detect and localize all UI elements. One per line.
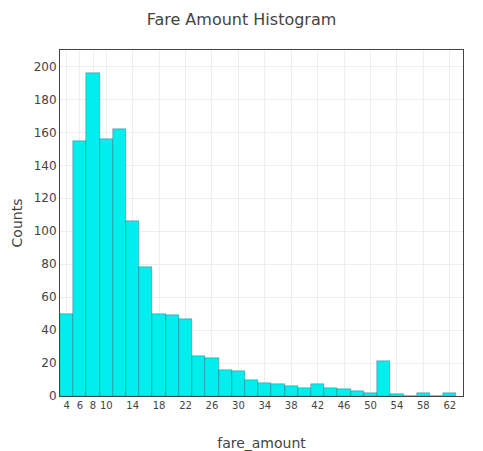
svg-text:4: 4 [63, 400, 69, 411]
svg-text:0: 0 [49, 389, 57, 403]
svg-text:Fare Amount Histogram: Fare Amount Histogram [147, 10, 337, 29]
svg-text:160: 160 [34, 126, 57, 140]
svg-text:Counts: Counts [9, 199, 25, 248]
svg-text:120: 120 [34, 191, 57, 205]
svg-text:10: 10 [100, 400, 113, 411]
svg-text:62: 62 [443, 400, 456, 411]
svg-text:42: 42 [311, 400, 324, 411]
svg-text:40: 40 [41, 323, 56, 337]
svg-text:58: 58 [417, 400, 430, 411]
svg-text:18: 18 [153, 400, 166, 411]
svg-text:50: 50 [364, 400, 377, 411]
svg-text:20: 20 [41, 356, 56, 370]
svg-text:180: 180 [34, 93, 57, 107]
svg-text:38: 38 [285, 400, 298, 411]
svg-text:34: 34 [258, 400, 271, 411]
svg-text:46: 46 [338, 400, 351, 411]
svg-text:fare_amount: fare_amount [217, 435, 306, 451]
svg-text:200: 200 [34, 60, 57, 74]
svg-text:140: 140 [34, 159, 57, 173]
svg-text:100: 100 [34, 224, 57, 238]
svg-text:8: 8 [90, 400, 96, 411]
svg-text:30: 30 [232, 400, 245, 411]
svg-text:60: 60 [41, 290, 56, 304]
svg-text:22: 22 [179, 400, 192, 411]
svg-text:6: 6 [77, 400, 83, 411]
svg-text:54: 54 [391, 400, 404, 411]
svg-text:26: 26 [206, 400, 219, 411]
svg-text:80: 80 [41, 257, 56, 271]
svg-text:14: 14 [126, 400, 139, 411]
